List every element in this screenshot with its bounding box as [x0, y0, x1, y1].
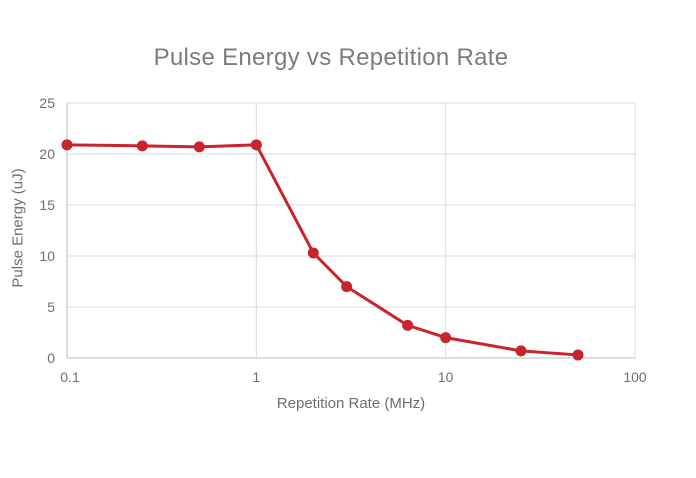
y-tick-label-15: 15 — [39, 197, 55, 213]
data-point-5 — [341, 281, 353, 293]
y-tick-label-0: 0 — [47, 350, 55, 366]
data-point-4 — [307, 247, 319, 259]
y-axis-title: Pulse Energy (uJ) — [9, 168, 27, 288]
y-tick-label-10: 10 — [39, 248, 55, 264]
series-line — [65, 143, 580, 357]
y-tick-label-20: 20 — [39, 146, 55, 162]
data-point-7 — [440, 332, 452, 344]
data-point-2 — [193, 141, 205, 153]
data-point-6 — [402, 319, 414, 331]
x-axis-title: Repetition Rate (MHz) — [276, 395, 426, 412]
y-tick-label-5: 5 — [47, 299, 55, 315]
data-point-9 — [572, 349, 584, 361]
x-tick-label-1: 1 — [252, 369, 261, 385]
chart-title: Pulse Energy vs Repetition Rate — [153, 44, 509, 71]
data-point-0 — [61, 139, 73, 151]
x-tick-label-10: 10 — [437, 369, 454, 385]
x-tick-label-0.1: 0.1 — [60, 369, 80, 385]
data-point-8 — [515, 345, 527, 357]
data-point-3 — [250, 139, 262, 151]
x-tick-label-100: 100 — [623, 369, 647, 385]
data-point-1 — [136, 140, 148, 152]
y-tick-label-25: 25 — [39, 95, 55, 111]
